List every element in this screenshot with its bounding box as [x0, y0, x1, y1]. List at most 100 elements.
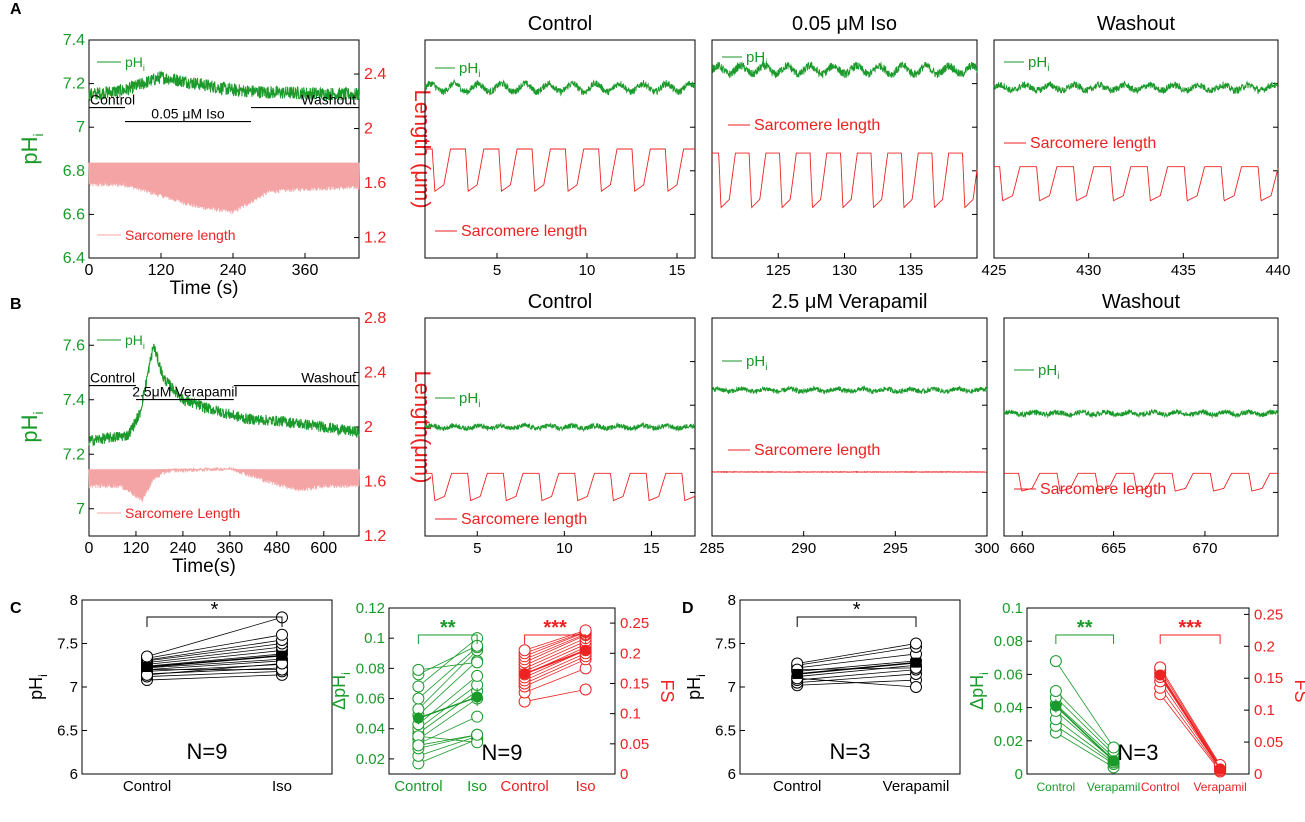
y-axis-label: pHi — [684, 674, 708, 700]
chart-title: Washout — [1102, 291, 1181, 313]
data-point — [471, 728, 484, 741]
data-point — [579, 624, 592, 637]
pair-line — [1055, 660, 1114, 748]
series-line — [88, 70, 360, 101]
chart-title: 0.05 μM Iso — [792, 13, 897, 35]
mean-marker — [471, 691, 483, 703]
data-point — [141, 650, 153, 663]
y-tick-label: 6.5 — [715, 723, 736, 740]
y-tick-label: 7.6 — [63, 337, 85, 354]
pair-line — [418, 735, 478, 757]
mean-marker — [1214, 763, 1226, 775]
pair-line — [797, 646, 917, 666]
y-tick-label: 6 — [70, 766, 78, 783]
y-tick-label: 0.05 — [1254, 734, 1283, 751]
y-tick-label: 1.2 — [364, 230, 386, 247]
panel-label-d: D — [682, 600, 694, 617]
legend-ph: pHi — [125, 54, 145, 73]
x-tick-label: 295 — [883, 540, 908, 557]
y-tick-label: 1.6 — [364, 474, 386, 491]
panel-label-b: B — [10, 296, 22, 313]
mean-line — [797, 661, 917, 675]
pair-line — [418, 645, 478, 675]
y-tick-label: 0.05 — [620, 736, 649, 753]
mean-marker — [142, 661, 152, 672]
pair-line — [418, 660, 478, 716]
detail-chart: Washout 425 430 435 440 pHi Sarcomere length — [981, 13, 1290, 279]
legend-ph: pHi — [746, 353, 767, 373]
mean-line — [1055, 705, 1115, 762]
x-tick-label: 135 — [898, 262, 923, 279]
y-tick-label: 0.04 — [994, 700, 1023, 717]
pair-line — [418, 698, 478, 740]
protocol-label: 2.5μM Verapamil — [132, 384, 237, 400]
series-line — [425, 148, 695, 193]
y-tick-label: 7.2 — [63, 446, 85, 463]
svg-text:C: C — [10, 600, 22, 617]
x-tick-label: 120 — [123, 540, 150, 557]
y-tick-label: 7 — [70, 679, 78, 696]
pair-line — [146, 639, 283, 661]
detail-chart: Control 5 10 15 pHi Sarcomere length — [424, 13, 696, 279]
y-tick-label: 8 — [728, 592, 736, 609]
y-tick-label: 6.4 — [63, 250, 85, 267]
plots-layer: 0 120 240 360 Time (s) 6.4 6.6 6.8 7 7.2 7.4 1.2 1.6… — [17, 13, 1305, 795]
pair-line — [418, 646, 478, 699]
plot-frame — [388, 607, 616, 775]
x-tick-label: 670 — [1192, 540, 1217, 557]
y-tick-label: 1.2 — [364, 528, 386, 545]
y-tick-label: 0.04 — [356, 721, 385, 738]
x-tick-label: 240 — [170, 540, 197, 557]
significance-bracket — [146, 616, 283, 627]
x-tick-label: 10 — [556, 540, 573, 557]
dph-fs-summary-chart: 0.02 0.04 0.06 0.08 0.1 0.12 0 0.05 0.1 0.15 0.2 0.… — [329, 600, 677, 795]
pair-line — [1159, 669, 1221, 767]
chart-title: 2.5 μM Verapamil — [771, 291, 927, 313]
pair-line — [418, 738, 478, 764]
mean-line — [146, 654, 283, 668]
x-category-label: Control — [773, 778, 821, 795]
pair-line — [524, 634, 586, 663]
pair-line — [524, 652, 586, 681]
x-tick-label: 480 — [263, 540, 290, 557]
x-tick-label: 5 — [473, 540, 481, 557]
pair-line — [418, 675, 478, 725]
y-tick-label: 7.5 — [715, 636, 736, 653]
x-tick-label: 240 — [220, 262, 247, 279]
x-tick-label: 0 — [85, 540, 94, 557]
pair-line — [797, 673, 917, 684]
x-category-label: Control — [394, 778, 442, 795]
series-line — [425, 472, 696, 502]
pair-line — [1159, 672, 1221, 768]
pair-line — [524, 655, 586, 684]
pair-line — [146, 658, 283, 669]
pair-line — [797, 664, 917, 677]
plot-frame — [711, 317, 988, 537]
y-tick-label: 6 — [728, 766, 736, 783]
legend-ph: pHi — [125, 332, 145, 351]
chart-title: Washout — [1097, 13, 1176, 35]
y-tick-label: 2.4 — [364, 365, 386, 382]
y-tick-label: 0.15 — [1254, 670, 1283, 687]
data-point — [1049, 685, 1062, 697]
n-label: N=3 — [830, 739, 871, 764]
x-category-label: Verapamil — [1087, 780, 1140, 794]
series-line — [1004, 472, 1278, 492]
series-line — [1003, 408, 1279, 419]
mean-marker — [519, 668, 531, 680]
x-category-label: Verapamil — [1193, 780, 1246, 794]
protocol-label: Control — [90, 92, 135, 108]
series-band — [88, 466, 360, 503]
plot-frame — [993, 39, 1279, 259]
n-label: N=9 — [482, 740, 523, 765]
x-tick-label: 125 — [766, 262, 791, 279]
x-category-label: Control — [1037, 780, 1076, 794]
mean-marker — [277, 650, 287, 661]
x-tick-label: 0 — [85, 262, 94, 279]
data-point — [471, 669, 484, 682]
y-tick-label: 6.5 — [57, 723, 78, 740]
pair-line — [1055, 703, 1114, 758]
y-tick-label: 2 — [364, 121, 373, 138]
x-category-label: Iso — [467, 778, 487, 795]
